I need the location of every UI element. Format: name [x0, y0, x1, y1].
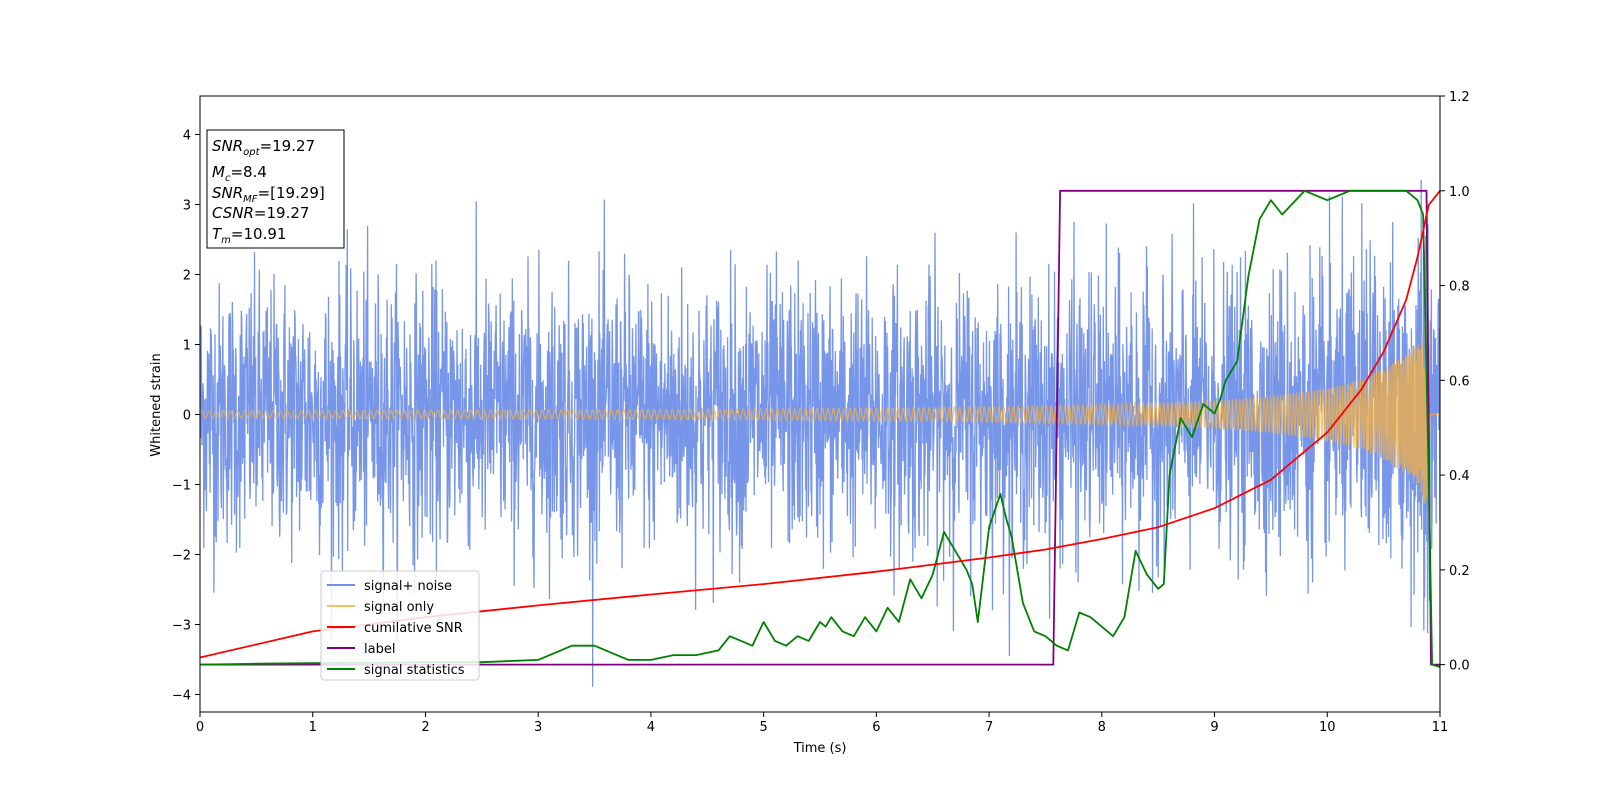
y-right-tick-label: 0.0: [1449, 659, 1470, 674]
stats-box-frame: [206, 129, 345, 249]
y-axis-left-ticks: −4 −3 −2 −1 0 1 2 3 4: [172, 129, 200, 704]
y-left-tick-label: −2: [172, 549, 191, 564]
x-tick-label: 5: [759, 720, 767, 735]
series-line-signal-only: [200, 322, 1440, 504]
x-tick-label: 0: [196, 720, 204, 735]
y-right-tick-label: 1.2: [1449, 90, 1470, 105]
x-axis-ticks: 0 1 2 3 4 5 6 7 8 9 10 11: [196, 712, 1448, 735]
y-right-tick-label: 0.8: [1449, 280, 1470, 295]
x-tick-label: 9: [1210, 720, 1218, 735]
legend-label-signal-noise: signal+ noise: [364, 579, 452, 594]
x-tick-label: 2: [421, 720, 429, 735]
x-tick-label: 11: [1432, 720, 1449, 735]
x-tick-label: 6: [872, 720, 880, 735]
y-right-tick-label: 0.4: [1449, 469, 1470, 484]
y-right-tick-label: 0.2: [1449, 564, 1470, 579]
snr-opt-text: SNRopt=19.27: [212, 137, 315, 158]
x-tick-label: 10: [1319, 720, 1336, 735]
x-tick-label: 7: [985, 720, 993, 735]
y-axis-label: Whitened strain: [149, 353, 164, 456]
csnr-text: CSNR=19.27: [212, 204, 309, 222]
y-axis-right-ticks: 0.0 0.2 0.4 0.6 0.8 1.0 1.2: [1440, 90, 1470, 674]
x-tick-label: 1: [309, 720, 317, 735]
legend-label-signal-statistics: signal statistics: [364, 663, 465, 678]
y-left-tick-label: 1: [183, 339, 191, 354]
snr-mf-text: SNRMF=[19.29]: [212, 184, 325, 205]
signal-only-series: [200, 322, 1440, 504]
mc-text: Mc=8.4: [212, 163, 267, 184]
y-left-tick-label: 0: [183, 409, 191, 424]
y-left-tick-label: −4: [172, 689, 191, 704]
legend-frame: [320, 570, 480, 681]
x-tick-label: 8: [1098, 720, 1106, 735]
y-right-tick-label: 0.6: [1449, 374, 1470, 389]
y-left-tick-label: −3: [172, 619, 191, 634]
stats-box: SNRopt=19.27 Mc=8.4 SNRMF=[19.29] CSNR=1…: [206, 129, 345, 249]
legend-label-label: label: [364, 642, 395, 657]
plot-area: [200, 179, 1440, 687]
y-left-tick-label: 3: [183, 199, 191, 214]
x-axis-label: Time (s): [793, 741, 847, 756]
x-tick-label: 4: [647, 720, 655, 735]
series-line-cumulative-snr: [200, 190, 1440, 659]
tm-text: Tm=10.91: [212, 225, 286, 246]
x-tick-label: 3: [534, 720, 542, 735]
legend-label-signal-only: signal only: [364, 600, 434, 615]
legend-label-cumulative-snr: cumilative SNR: [364, 621, 463, 636]
y-left-tick-label: 2: [183, 269, 191, 284]
y-left-tick-label: 4: [183, 129, 191, 144]
axes-frame: [199, 95, 1441, 713]
legend: signal+ noise signal only cumilative SNR…: [320, 570, 480, 681]
y-left-tick-label: −1: [172, 479, 191, 494]
y-right-tick-label: 1.0: [1449, 185, 1470, 200]
series-line-signal-statistics: [200, 189, 1440, 668]
overlay-lines: [200, 189, 1440, 668]
